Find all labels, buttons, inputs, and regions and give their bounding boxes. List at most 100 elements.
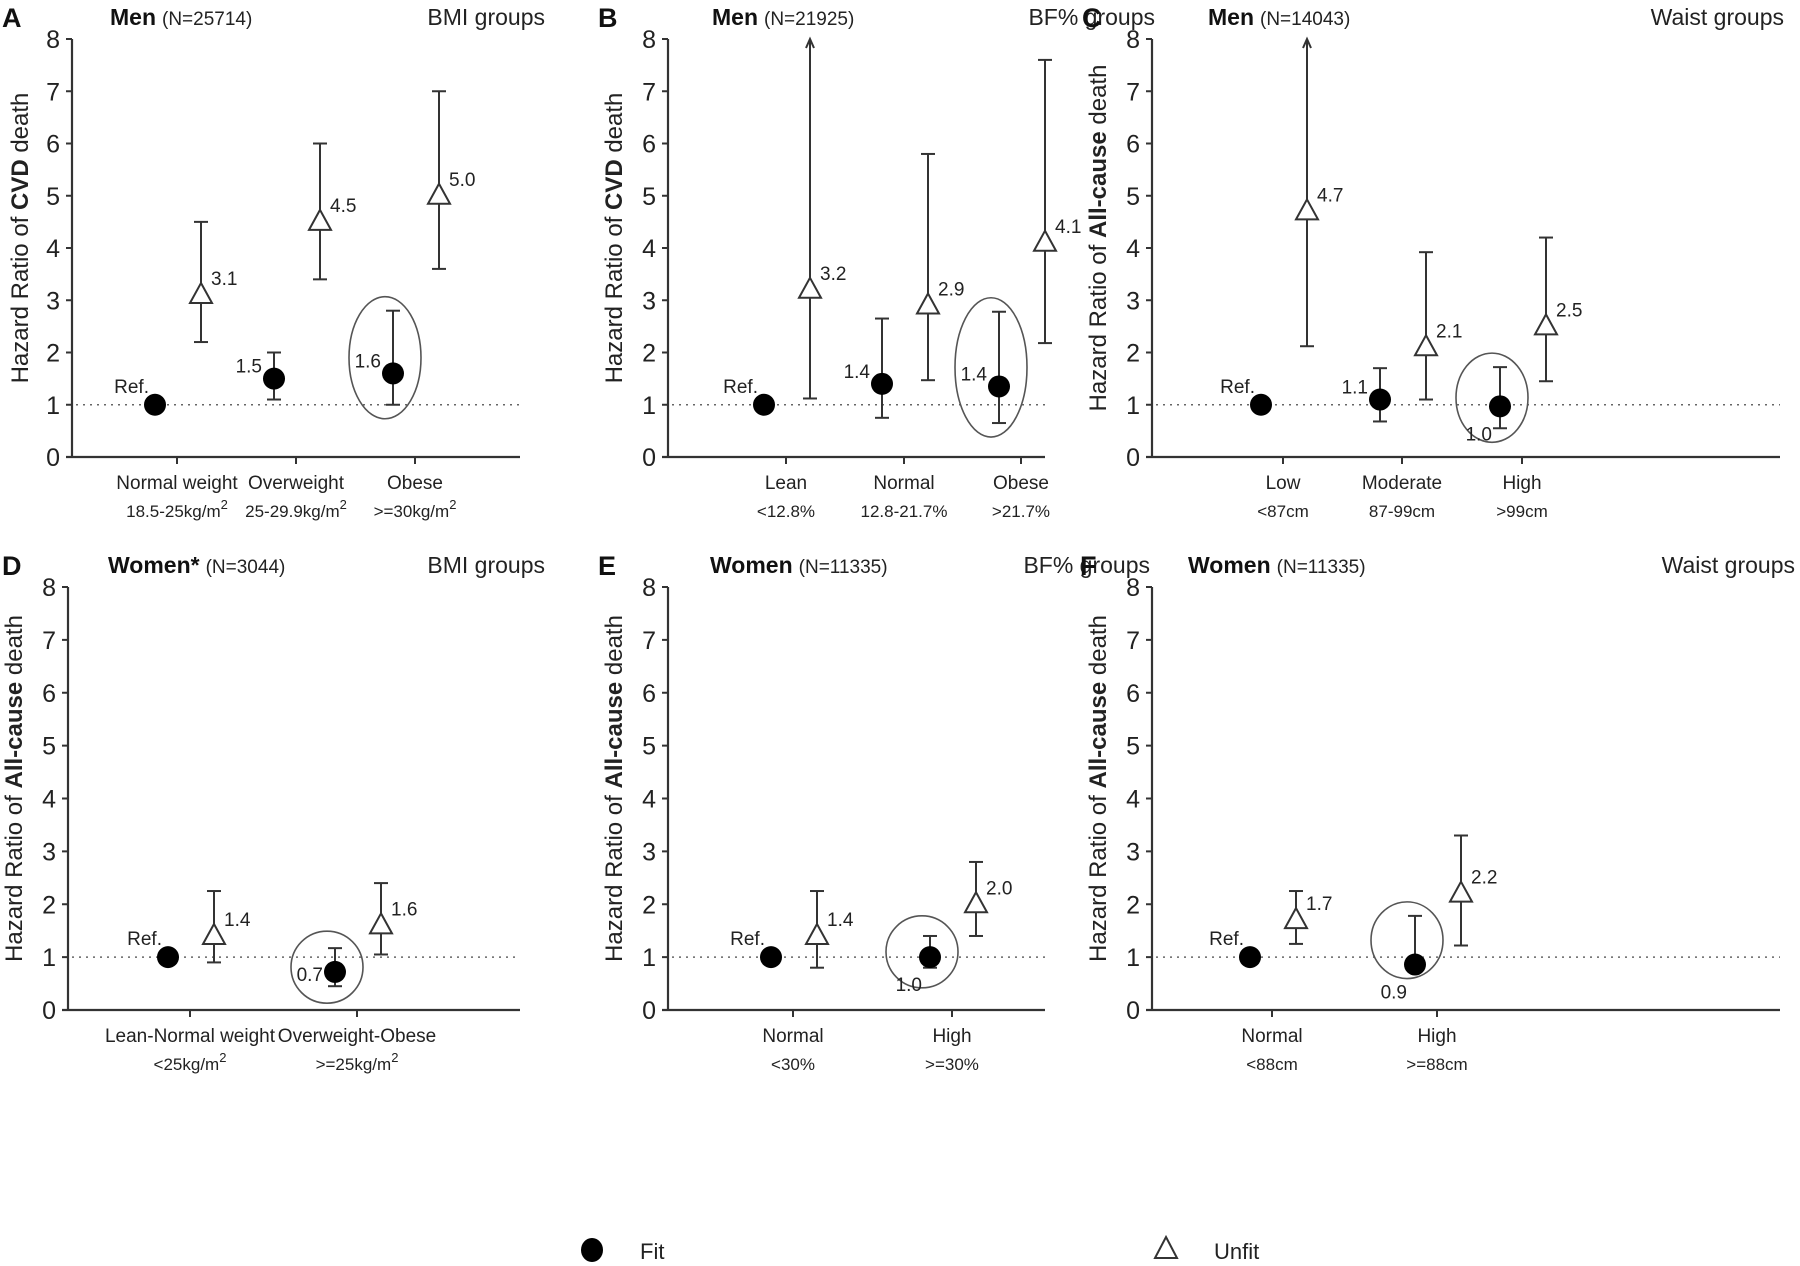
panel-group-label: BF% groups: [1023, 552, 1150, 578]
unfit-point-group: 1.4: [201, 890, 251, 964]
y-tick-label: 2: [1126, 340, 1140, 368]
data-label: 1.5: [236, 357, 262, 378]
y-axis-label-suffix: death: [601, 615, 628, 682]
fit-point-group: 1.4: [844, 317, 893, 419]
y-axis-label-bold: All-cause: [1085, 131, 1112, 238]
x-tick-sublabel: >99cm: [1496, 502, 1548, 521]
y-tick-label: 3: [42, 838, 56, 866]
panel-title-sex: Men: [110, 4, 156, 30]
x-tick-sublabel-text: >=30%: [925, 1055, 979, 1074]
panel-letter: F: [1080, 551, 1097, 581]
x-tick-sublabel: <30%: [771, 1055, 815, 1074]
legend-fit-marker: [581, 1238, 603, 1262]
fit-point-group: 0.9: [1370, 901, 1444, 1004]
y-tick-label: 3: [46, 287, 60, 315]
data-label: 1.7: [1306, 894, 1332, 915]
data-label: 4.1: [1055, 217, 1081, 238]
x-tick-label: Normal: [762, 1026, 823, 1047]
unfit-point-group: 4.1: [1032, 58, 1081, 345]
y-axis-label: Hazard Ratio of All-cause death: [1, 615, 28, 962]
unfit-marker: [915, 291, 941, 315]
data-label: 0.7: [297, 965, 323, 986]
y-axis-label-bold: All-cause: [1085, 682, 1112, 789]
panel-title: Men (N=14043): [1208, 4, 1350, 30]
fit-point-group: Ref.: [114, 377, 166, 416]
unfit-marker: [1533, 312, 1559, 336]
x-tick-label: Overweight-Obese: [278, 1026, 436, 1047]
y-axis-label-suffix: death: [601, 93, 628, 160]
y-tick-label: 0: [46, 444, 60, 472]
legend-item-fit: Fit: [581, 1238, 664, 1264]
data-label: Ref.: [1209, 929, 1244, 950]
panel-c: C Men (N=14043) Waist groups Hazard Ratio of…: [1082, 3, 1784, 521]
y-axis-label-bold: CVD: [7, 159, 34, 210]
highlight-ellipse: [1455, 352, 1529, 444]
unfit-point-group: 2.2: [1448, 834, 1497, 947]
y-axis-label: Hazard Ratio of All-cause death: [601, 615, 628, 962]
x-tick-sublabel-text: >=88cm: [1406, 1055, 1467, 1074]
fit-point-group: 1.6: [348, 295, 422, 420]
x-tick-label: Low: [1266, 473, 1301, 494]
y-tick-label: 6: [1126, 131, 1140, 159]
unfit-point-group: 1.7: [1283, 890, 1332, 945]
fit-marker: [1239, 946, 1261, 969]
fit-point-group: 0.7: [290, 930, 364, 1004]
panel-title: Men (N=21925): [712, 4, 854, 30]
unfit-marker: [201, 921, 227, 945]
panel-group-label: BMI groups: [427, 4, 545, 30]
y-tick-label: 0: [642, 997, 656, 1025]
y-tick-label: 8: [42, 574, 56, 602]
x-tick-sublabel-text: 12.8-21.7%: [861, 502, 948, 521]
x-tick-sublabel-text: <87cm: [1257, 502, 1309, 521]
y-tick-label: 1: [42, 944, 56, 972]
highlight-ellipse: [290, 930, 364, 1004]
x-tick-sublabel-text: <30%: [771, 1055, 815, 1074]
error-bar-arrow: [805, 36, 815, 49]
legend-label: Unfit: [1214, 1239, 1259, 1264]
x-tick-label: Lean: [765, 473, 807, 494]
fit-point-group: 1.4: [954, 296, 1028, 438]
panel-letter: E: [598, 551, 616, 581]
data-label: 1.4: [961, 364, 988, 385]
panel-title-n: (N=11335): [799, 557, 888, 578]
y-tick-label: 0: [642, 444, 656, 472]
data-label: Ref.: [730, 929, 765, 950]
fit-point-group: 1.1: [1342, 367, 1391, 423]
x-tick-sublabel: 25-29.9kg/m2: [245, 497, 347, 521]
unfit-point-group: 1.4: [804, 890, 854, 969]
highlight-ellipse: [954, 296, 1028, 438]
x-tick-label: Obese: [387, 473, 443, 494]
data-label: 1.0: [896, 975, 922, 996]
y-tick-label: 1: [46, 392, 60, 420]
unfit-point-group: 3.1: [188, 220, 237, 344]
fit-marker: [871, 372, 893, 395]
fit-marker: [324, 960, 346, 983]
x-tick-sublabel-text: >=25kg/m: [316, 1055, 392, 1074]
unfit-marker: [368, 911, 394, 935]
y-tick-label: 7: [642, 78, 656, 106]
y-axis-label-suffix: death: [1085, 65, 1112, 132]
y-axis-label: Hazard Ratio of CVD death: [601, 93, 628, 384]
x-tick-label: Obese: [993, 473, 1049, 494]
x-tick-sublabel: >=30kg/m2: [374, 497, 457, 521]
highlight-ellipse: [1370, 901, 1444, 980]
y-axis-label-prefix: Hazard Ratio of: [601, 210, 628, 383]
x-tick-sublabel-text: <12.8%: [757, 502, 815, 521]
y-tick-label: 3: [1126, 838, 1140, 866]
y-tick-label: 7: [46, 78, 60, 106]
y-tick-label: 8: [1126, 574, 1140, 602]
y-tick-label: 2: [642, 891, 656, 919]
data-label: 2.0: [986, 878, 1012, 899]
y-tick-label: 5: [46, 183, 60, 211]
y-tick-label: 6: [42, 680, 56, 708]
fit-point-group: 1.0: [1455, 352, 1529, 445]
x-tick-label: High: [932, 1026, 971, 1047]
y-tick-label: 5: [1126, 733, 1140, 761]
y-tick-label: 4: [46, 235, 60, 263]
unfit-point-group: 1.6: [368, 882, 417, 956]
unfit-marker: [1413, 333, 1439, 357]
data-label: 2.9: [938, 279, 964, 300]
unfit-marker: [797, 275, 823, 299]
y-axis-label-bold: All-cause: [601, 682, 628, 789]
x-tick-sublabel-text: 87-99cm: [1369, 502, 1435, 521]
